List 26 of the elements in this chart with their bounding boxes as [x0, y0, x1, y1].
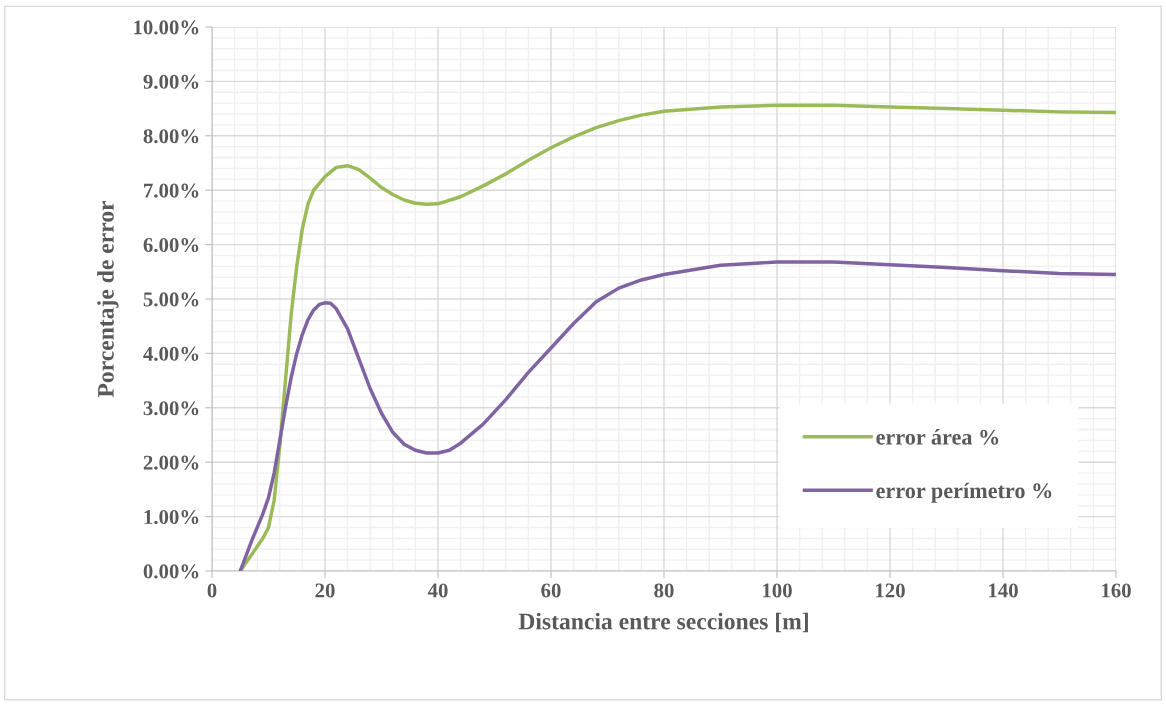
x-tick-label: 100: [763, 583, 792, 598]
legend-label: error perímetro %: [876, 482, 1052, 503]
x-tick-label: 160: [1102, 583, 1131, 598]
y-tick-label: 4.00%: [143, 346, 199, 361]
y-tick-label: 5.00%: [143, 292, 199, 307]
legend-label: error área %: [876, 429, 999, 445]
x-tick-label: 140: [989, 583, 1018, 598]
x-tick-label: 120: [876, 583, 905, 598]
x-axis-title: Distancia entre secciones [m]: [518, 612, 808, 633]
x-tick-label: 20: [315, 583, 335, 598]
y-tick-label: 1.00%: [144, 509, 199, 525]
y-tick-label: 9.00%: [143, 74, 199, 89]
y-tick-label: 10.00%: [134, 20, 199, 35]
x-tick-label: 40: [427, 583, 448, 598]
y-axis-title: Porcentaje de error: [97, 200, 119, 398]
x-tick-label: 80: [654, 583, 674, 598]
line-series: [238, 260, 1116, 571]
y-tick-label: 3.00%: [143, 401, 199, 416]
y-tick-label: 2.00%: [143, 455, 199, 470]
y-tick-label: 7.00%: [144, 183, 199, 198]
x-tick-label: 60: [541, 583, 561, 598]
line-series: [238, 103, 1116, 571]
y-tick-label: 0.00%: [143, 564, 199, 579]
y-tick-label: 8.00%: [143, 129, 199, 144]
y-tick-label: 6.00%: [143, 237, 199, 253]
x-tick-label: 0: [207, 583, 217, 598]
